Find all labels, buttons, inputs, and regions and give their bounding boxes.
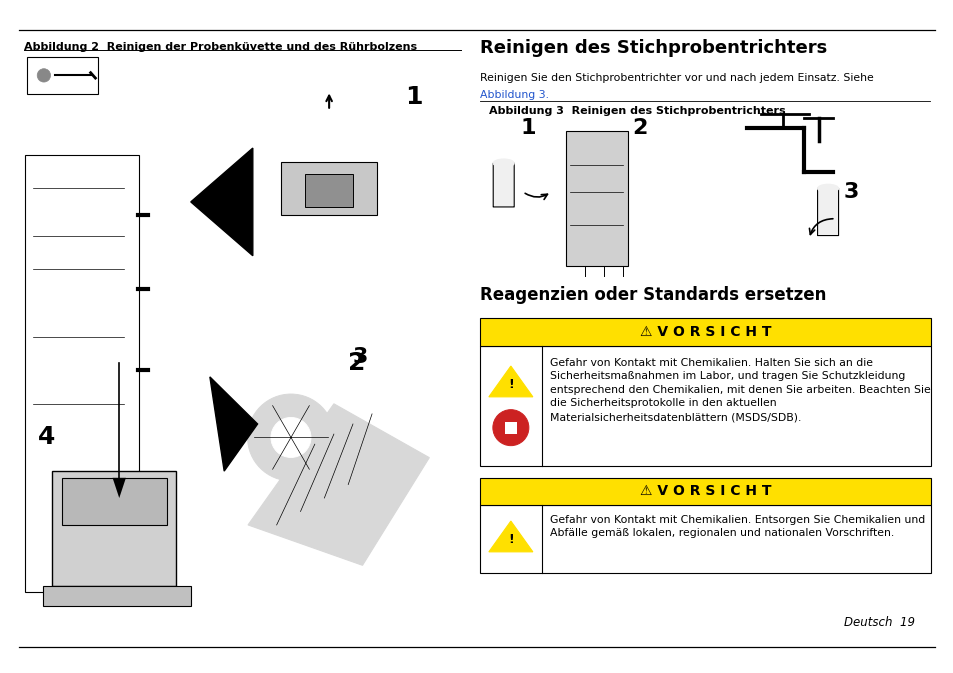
Text: 2: 2 — [348, 351, 365, 376]
Text: 1: 1 — [520, 118, 536, 138]
Ellipse shape — [493, 159, 514, 168]
Circle shape — [224, 371, 357, 504]
Circle shape — [31, 63, 56, 87]
FancyBboxPatch shape — [493, 163, 514, 207]
Circle shape — [493, 410, 528, 446]
Text: 2: 2 — [632, 118, 647, 138]
Text: 1: 1 — [405, 85, 422, 109]
FancyBboxPatch shape — [43, 586, 191, 606]
Text: Gefahr von Kontakt mit Chemikalien. Entsorgen Sie Chemikalien und
Abfälle gemäß : Gefahr von Kontakt mit Chemikalien. Ents… — [549, 515, 924, 538]
FancyBboxPatch shape — [25, 155, 139, 592]
Polygon shape — [488, 366, 533, 397]
Text: Gefahr von Kontakt mit Chemikalien. Halten Sie sich an die
Sicherheitsmaßnahmen : Gefahr von Kontakt mit Chemikalien. Halt… — [549, 357, 929, 422]
Ellipse shape — [817, 184, 838, 192]
Circle shape — [247, 394, 334, 481]
FancyBboxPatch shape — [479, 318, 930, 346]
Circle shape — [271, 417, 311, 458]
Text: 3: 3 — [842, 182, 858, 202]
Text: !: ! — [507, 378, 514, 391]
Polygon shape — [210, 377, 257, 471]
Text: Reinigen des Stichprobentrichters: Reinigen des Stichprobentrichters — [479, 39, 826, 57]
Text: Abbildung 2  Reinigen der Probenküvette und des Rührbolzens: Abbildung 2 Reinigen der Probenküvette u… — [24, 42, 416, 52]
Text: 4: 4 — [38, 425, 55, 450]
FancyBboxPatch shape — [479, 505, 930, 573]
FancyBboxPatch shape — [817, 188, 838, 236]
Text: ⚠ V O R S I C H T: ⚠ V O R S I C H T — [639, 484, 770, 498]
Text: 3: 3 — [353, 347, 368, 367]
FancyBboxPatch shape — [479, 346, 930, 466]
FancyBboxPatch shape — [479, 478, 930, 505]
Polygon shape — [248, 404, 429, 565]
Polygon shape — [191, 148, 253, 256]
Text: ⚠ V O R S I C H T: ⚠ V O R S I C H T — [639, 324, 770, 339]
FancyBboxPatch shape — [305, 174, 353, 207]
Text: !: ! — [507, 533, 514, 546]
Polygon shape — [488, 521, 533, 552]
Text: Reagenzien oder Standards ersetzen: Reagenzien oder Standards ersetzen — [479, 286, 825, 304]
FancyBboxPatch shape — [504, 422, 517, 433]
Circle shape — [248, 108, 410, 269]
FancyBboxPatch shape — [52, 471, 176, 586]
Text: Abbildung 3.: Abbildung 3. — [479, 90, 548, 100]
Polygon shape — [112, 478, 126, 498]
FancyBboxPatch shape — [62, 478, 167, 525]
Text: +: + — [506, 423, 515, 433]
Circle shape — [37, 69, 51, 82]
Text: Abbildung 3  Reinigen des Stichprobentrichters: Abbildung 3 Reinigen des Stichprobentric… — [489, 106, 785, 116]
Text: Reinigen Sie den Stichprobentrichter vor und nach jedem Einsatz. Siehe: Reinigen Sie den Stichprobentrichter vor… — [479, 73, 873, 83]
FancyBboxPatch shape — [281, 162, 376, 215]
Text: Deutsch  19: Deutsch 19 — [843, 616, 914, 629]
FancyBboxPatch shape — [565, 131, 627, 266]
FancyBboxPatch shape — [27, 57, 98, 94]
